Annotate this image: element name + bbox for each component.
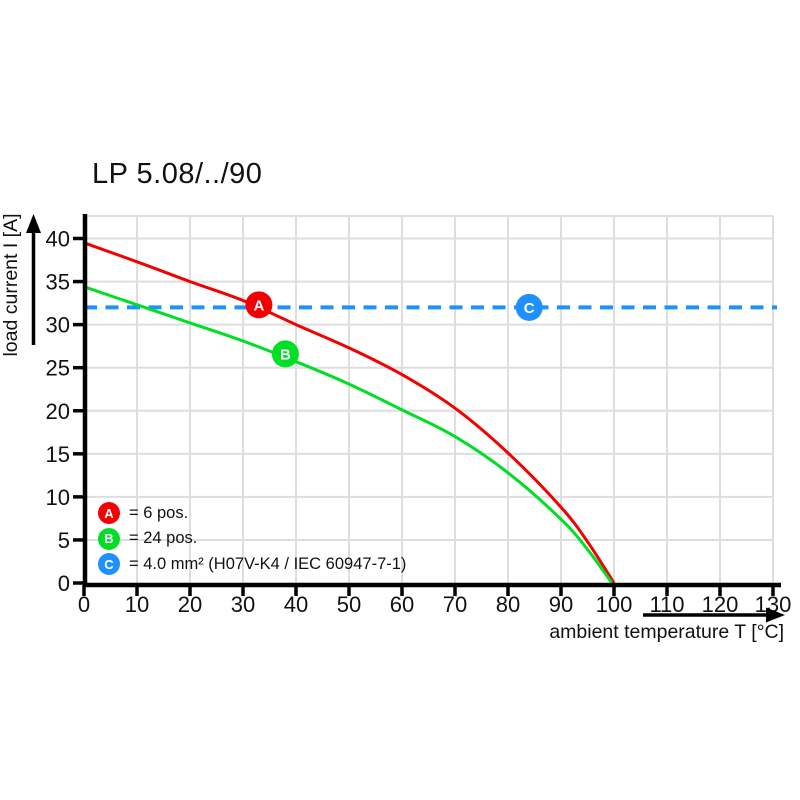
x-tick-label: 80	[496, 592, 520, 617]
legend-label-b: = 24 pos.	[129, 529, 198, 547]
legend-label-c: = 4.0 mm² (H07V-K4 / IEC 60947-7-1)	[129, 554, 407, 573]
tick-labels: 0 10 20 30 40 50 60 70 80 90 100 110 120 130051015202…	[46, 227, 792, 618]
x-tick-label: 20	[178, 592, 202, 617]
marker-a-letter: A	[253, 297, 264, 314]
tick-marks	[73, 236, 775, 596]
marker-c-circle	[515, 293, 543, 321]
y-axis-label: load current I [A]	[0, 213, 22, 357]
legend-badge-b: B	[98, 527, 120, 550]
x-tick-label: 90	[549, 592, 573, 617]
legend-item-a: A = 6 pos.	[98, 502, 406, 524]
y-tick-label: 15	[46, 442, 70, 467]
x-tick-label: 70	[443, 592, 467, 617]
x-tick-label: 10	[125, 592, 149, 617]
x-tick-label: 0	[78, 592, 90, 617]
x-tick-label: 120	[702, 592, 739, 617]
x-axis-label: ambient temperature T [°C]	[549, 621, 784, 643]
y-tick-label: 5	[58, 528, 70, 553]
legend-badge-c: C	[98, 553, 120, 575]
chart-title: LP 5.08/../90	[92, 158, 263, 190]
legend-badge-a: A	[98, 502, 120, 524]
marker-b-circle	[271, 340, 299, 368]
legend-item-b: B = 24 pos.	[98, 527, 406, 550]
y-tick-label: 30	[46, 313, 70, 338]
x-tick-label: 30	[231, 592, 255, 617]
y-tick-label: 10	[46, 485, 70, 510]
x-tick-label: 40	[284, 592, 308, 617]
curve-markers: A B C	[245, 291, 543, 368]
legend: A = 6 pos. B = 24 pos. C = 4.0 mm² (H07V…	[98, 502, 406, 579]
marker-c-letter: C	[524, 300, 535, 317]
y-axis-arrow-icon	[26, 214, 41, 345]
x-tick-label: 50	[337, 592, 361, 617]
y-tick-label: 20	[46, 399, 70, 424]
derating-curves	[83, 241, 616, 584]
legend-item-c: C = 4.0 mm² (H07V-K4 / IEC 60947-7-1)	[98, 553, 406, 575]
legend-label-a: = 6 pos.	[129, 503, 189, 522]
y-tick-label: 40	[46, 227, 70, 252]
x-axis-arrow-icon	[643, 607, 785, 623]
y-tick-label: 35	[46, 270, 70, 295]
x-tick-label: 60	[390, 592, 414, 617]
marker-b-letter: B	[280, 346, 291, 363]
y-tick-label: 0	[58, 571, 70, 596]
y-tick-label: 25	[46, 356, 70, 381]
curve-b	[83, 285, 614, 584]
x-tick-label: 100	[596, 592, 633, 617]
curve-a	[83, 241, 616, 584]
marker-a-circle	[245, 291, 273, 319]
grid-lines	[84, 215, 774, 583]
x-tick-label: 110	[649, 592, 684, 617]
axes	[82, 214, 781, 588]
